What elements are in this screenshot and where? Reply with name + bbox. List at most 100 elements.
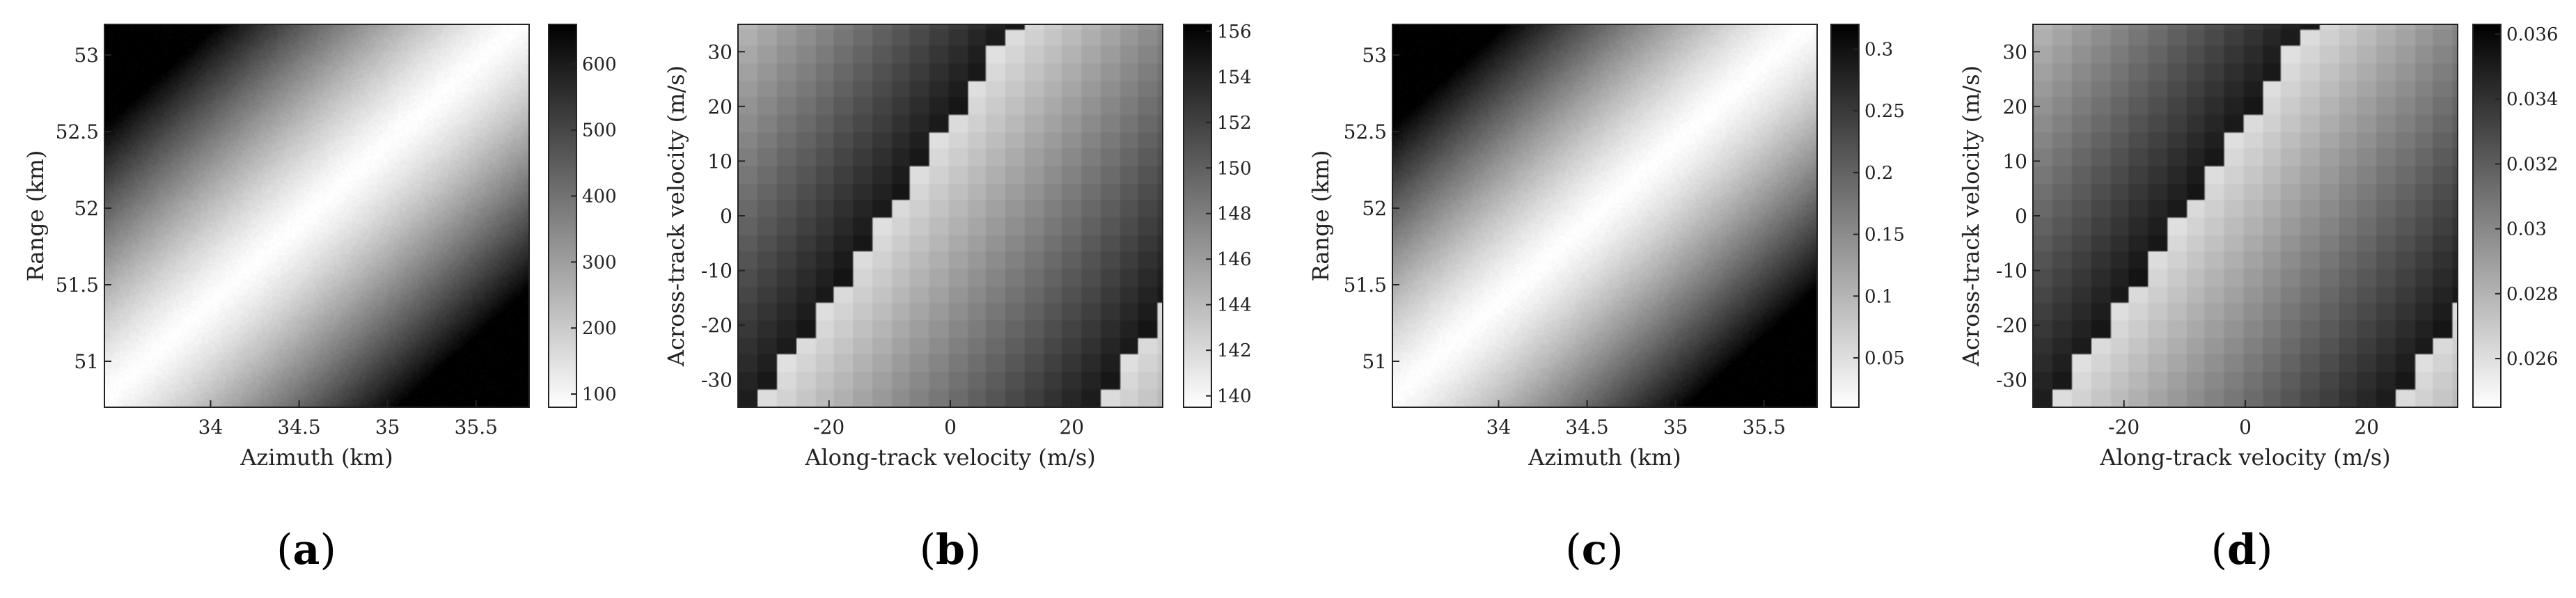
x-tick-label: 0: [944, 416, 957, 439]
y-tick-label: 20: [2002, 95, 2027, 118]
caption-d-close: ): [2256, 526, 2272, 574]
colorbar-tick-label: 400: [582, 187, 617, 207]
colorbar-tick-label: 0.2: [1864, 163, 1893, 184]
colorbar-tick-label: 0.25: [1864, 101, 1905, 122]
caption-d-open: (: [2211, 526, 2227, 574]
colorbar-ticks-b: 140 142 144 146 148 150 152 154 156: [1206, 22, 1252, 407]
caption-a: (a): [276, 526, 336, 574]
figure: 34 34.5 35 35.5 51 51.5 52 52.5 53 Azimuth (km)…: [0, 0, 2576, 598]
caption-c-close: ): [1607, 526, 1623, 574]
caption-d-letter: d: [2227, 526, 2256, 574]
panel-d: -20 0 20 -30 -20 -10 0 10 20 30 Along-track velo…: [1958, 24, 2558, 574]
caption-b-open: (: [920, 526, 936, 574]
colorbar-tick-label: 0.15: [1864, 225, 1905, 246]
colorbar-ticks-d: 0.026 0.028 0.03 0.032 0.034 0.036: [2495, 24, 2558, 370]
x-axis-label-c: Azimuth (km): [1527, 444, 1681, 471]
y-tick-label: 10: [2002, 150, 2027, 173]
y-tick-label: 51.5: [1344, 274, 1387, 297]
y-tick-label: 10: [707, 150, 732, 173]
colorbar-tick-label: 300: [582, 252, 617, 273]
colorbar-a: [549, 24, 576, 407]
y-tick-label: 52: [74, 197, 99, 220]
y-axis-label-b: Across-track velocity (m/s): [663, 65, 689, 367]
x-tick-label: -20: [813, 416, 845, 439]
x-tick-label: 34.5: [277, 416, 320, 439]
colorbar-tick-label: 0.1: [1864, 286, 1893, 307]
caption-c-letter: c: [1582, 526, 1608, 574]
colorbar-tick-label: 154: [1217, 67, 1252, 88]
x-tick-label: 0: [2239, 416, 2252, 439]
heatmap-d: [2033, 24, 2458, 407]
y-tick-label: -10: [1996, 260, 2027, 283]
caption-b-close: ): [965, 526, 981, 574]
colorbar-tick-label: 0.3: [1864, 39, 1893, 60]
caption-a-open: (: [276, 526, 292, 574]
y-axis-label-d: Across-track velocity (m/s): [1958, 65, 1984, 367]
y-axis-label-a: Range (km): [22, 150, 49, 282]
x-axis-label-b: Along-track velocity (m/s): [804, 444, 1096, 471]
caption-c-open: (: [1565, 526, 1581, 574]
x-tick-label: 34: [198, 416, 223, 439]
colorbar-tick-label: 500: [582, 120, 617, 141]
caption-c: (c): [1565, 526, 1623, 574]
colorbar-tick-label: 200: [582, 318, 617, 339]
y-tick-label: 51: [1362, 350, 1387, 373]
y-tick-label: -20: [701, 314, 732, 337]
colorbar-tick-label: 148: [1217, 204, 1252, 225]
colorbar-c: [1831, 24, 1859, 407]
x-tick-label: -20: [2108, 416, 2139, 439]
y-tick-label: 0: [2015, 205, 2027, 228]
colorbar-tick-label: 0.028: [2506, 284, 2558, 305]
panel-a: 34 34.5 35 35.5 51 51.5 52 52.5 53 Azimuth (km)…: [22, 24, 617, 574]
panel-c: 34 34.5 35 35.5 51 51.5 52 52.5 53 Azimuth (km)…: [1307, 24, 1905, 574]
colorbar-tick-label: 0.034: [2506, 89, 2558, 110]
x-tick-label: 20: [1059, 416, 1084, 439]
x-axis-label-d: Along-track velocity (m/s): [2099, 444, 2391, 471]
caption-a-letter: a: [293, 526, 320, 574]
caption-a-close: ): [320, 526, 336, 574]
colorbar-tick-label: 142: [1217, 340, 1252, 361]
y-tick-label: 52.5: [56, 120, 99, 143]
x-tick-label: 34.5: [1565, 416, 1608, 439]
x-axis-label-a: Azimuth (km): [239, 444, 393, 471]
caption-b-letter: b: [936, 526, 965, 574]
yticks-a: 51 51.5 52 52.5 53: [56, 44, 111, 373]
y-tick-label: 52: [1362, 197, 1387, 220]
x-tick-label: 34: [1486, 416, 1511, 439]
colorbar-tick-label: 0.03: [2506, 219, 2547, 240]
caption-b: (b): [920, 526, 982, 574]
x-tick-label: 35.5: [1743, 416, 1786, 439]
panel-b: -20 0 20 -30-20-100102030 Along-track velo…: [663, 22, 1252, 574]
colorbar-ticks-c: 0.05 0.1 0.15 0.2 0.25 0.3: [1853, 39, 1905, 369]
colorbar-tick-label: 140: [1217, 386, 1252, 407]
colorbar-tick-label: 0.026: [2506, 349, 2558, 370]
y-tick-label: 53: [74, 44, 99, 67]
y-tick-label: -30: [701, 369, 732, 392]
colorbar-tick-label: 156: [1217, 22, 1252, 42]
y-tick-label: -30: [1996, 369, 2027, 392]
y-tick-label: 51.5: [56, 274, 99, 297]
x-tick-label: 20: [2354, 416, 2379, 439]
heatmap-c: [1392, 24, 1817, 407]
caption-d: (d): [2211, 526, 2273, 574]
colorbar-tick-label: 0.036: [2506, 24, 2558, 45]
y-axis-label-c: Range (km): [1307, 150, 1334, 282]
heatmap-a: [104, 24, 529, 407]
y-tick-label: 30: [2002, 40, 2027, 63]
colorbar-tick-label: 150: [1217, 158, 1252, 179]
x-tick-label: 35.5: [455, 416, 498, 439]
x-tick-label: 35: [1663, 416, 1688, 439]
x-tick-label: 35: [375, 416, 400, 439]
colorbar-tick-label: 152: [1217, 113, 1252, 134]
colorbar-d: [2473, 24, 2501, 407]
colorbar-tick-label: 0.05: [1864, 348, 1905, 369]
colorbar-tick-label: 0.032: [2506, 154, 2558, 175]
colorbar-tick-label: 600: [582, 54, 617, 75]
y-tick-label: 52.5: [1344, 120, 1387, 143]
colorbar-ticks-a: 100 200 300 400 500 600: [571, 54, 617, 405]
colorbar-tick-label: 100: [582, 384, 617, 405]
heatmap-b: [738, 24, 1163, 407]
y-tick-label: -10: [701, 260, 732, 283]
y-tick-label: 51: [74, 350, 99, 373]
y-tick-label: -20: [1996, 314, 2027, 337]
